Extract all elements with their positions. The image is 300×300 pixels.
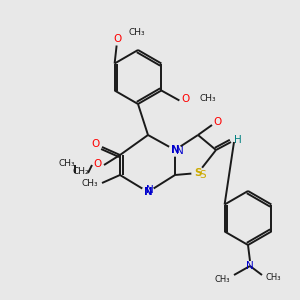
Text: O: O: [214, 117, 222, 127]
Text: N: N: [246, 261, 254, 271]
Text: S: S: [200, 170, 206, 180]
Text: O: O: [91, 139, 99, 149]
Text: N: N: [176, 146, 184, 156]
Text: CH₃: CH₃: [82, 179, 98, 188]
Text: S: S: [194, 168, 202, 178]
Text: CH₃: CH₃: [59, 160, 75, 169]
Circle shape: [169, 144, 181, 156]
Text: N: N: [171, 145, 179, 155]
Text: CH₂: CH₂: [73, 167, 89, 176]
Text: O: O: [113, 34, 122, 44]
Circle shape: [192, 167, 204, 179]
Text: CH₃: CH₃: [266, 274, 281, 283]
Text: O: O: [93, 159, 101, 169]
Text: H: H: [234, 135, 242, 145]
Text: O: O: [181, 94, 190, 104]
Text: N: N: [146, 185, 154, 195]
Circle shape: [142, 186, 154, 198]
Text: CH₃: CH₃: [214, 274, 230, 284]
Text: N: N: [144, 187, 152, 197]
Text: CH₃: CH₃: [200, 94, 216, 103]
Text: CH₃: CH₃: [129, 28, 145, 37]
